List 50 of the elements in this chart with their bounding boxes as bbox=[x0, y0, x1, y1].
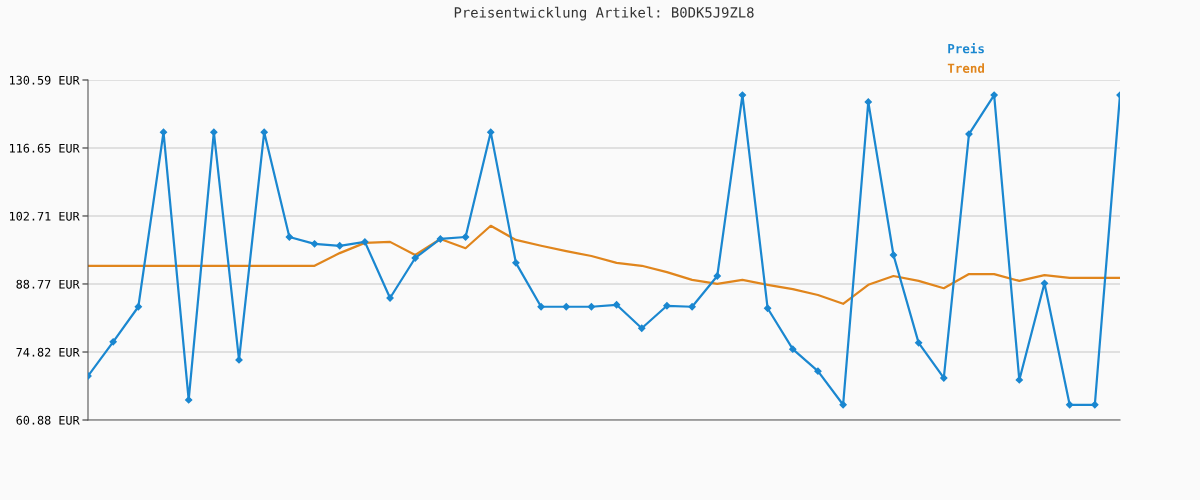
point bbox=[763, 304, 772, 312]
point bbox=[461, 233, 470, 241]
point bbox=[587, 303, 596, 311]
point bbox=[738, 91, 747, 99]
point bbox=[864, 98, 872, 106]
point bbox=[1066, 401, 1074, 409]
point bbox=[713, 272, 721, 280]
point bbox=[638, 324, 646, 332]
point bbox=[109, 338, 117, 346]
point bbox=[612, 301, 621, 309]
point bbox=[235, 356, 243, 364]
point bbox=[789, 345, 797, 353]
point bbox=[134, 303, 142, 311]
point bbox=[965, 130, 973, 138]
line-series bbox=[88, 224, 1120, 305]
y-tick-label: 88.77 EUR bbox=[16, 279, 80, 289]
y-tick-label: 102.71 EUR bbox=[10, 211, 80, 221]
point bbox=[537, 303, 545, 311]
point bbox=[487, 128, 495, 136]
point bbox=[990, 91, 998, 99]
point bbox=[285, 233, 294, 241]
point bbox=[839, 401, 847, 409]
point bbox=[310, 240, 319, 248]
text: Trend bbox=[947, 63, 984, 73]
point bbox=[1091, 401, 1099, 409]
point bbox=[436, 235, 445, 243]
chart-title: Preisentwicklung Artikel: B0DK5J9ZL8 bbox=[454, 6, 754, 21]
point bbox=[1040, 279, 1049, 287]
point bbox=[814, 367, 822, 375]
point bbox=[1015, 376, 1023, 384]
point bbox=[512, 259, 520, 267]
point bbox=[361, 238, 369, 246]
point bbox=[336, 242, 344, 250]
point bbox=[889, 251, 898, 259]
point bbox=[210, 128, 218, 136]
point bbox=[688, 303, 696, 311]
point bbox=[663, 302, 671, 310]
y-tick-label: 116.65 EUR bbox=[10, 143, 80, 153]
y-tick-label: 60.88 EUR bbox=[16, 415, 80, 425]
point bbox=[411, 254, 419, 262]
point bbox=[562, 303, 570, 311]
y-tick-label: 130.59 EUR bbox=[10, 75, 80, 85]
point bbox=[386, 294, 394, 302]
point bbox=[914, 339, 923, 347]
point bbox=[940, 374, 948, 382]
point bbox=[159, 128, 168, 136]
text: Preis bbox=[948, 42, 984, 54]
point bbox=[185, 396, 193, 404]
point bbox=[260, 128, 268, 136]
y-tick-label: 74.82 EUR bbox=[16, 347, 80, 357]
